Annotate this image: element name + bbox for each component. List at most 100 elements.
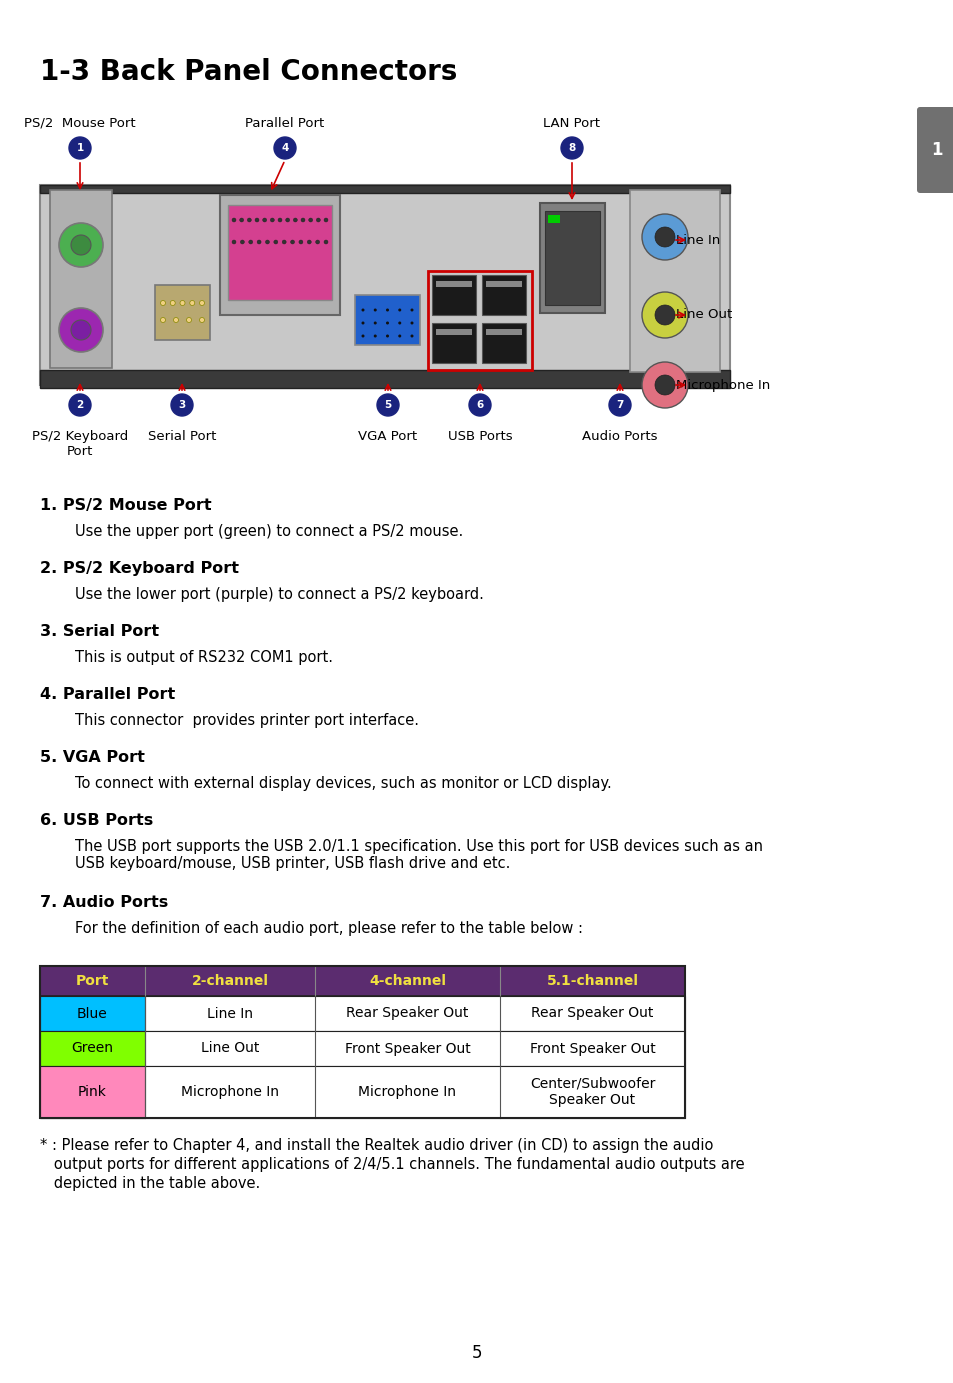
- Circle shape: [361, 335, 364, 337]
- Bar: [50, 189, 112, 368]
- Bar: [544, 212, 599, 306]
- Circle shape: [274, 241, 277, 243]
- Circle shape: [608, 394, 630, 416]
- Text: To connect with external display devices, such as monitor or LCD display.: To connect with external display devices…: [75, 776, 611, 791]
- Bar: [40, 371, 729, 389]
- Circle shape: [240, 241, 244, 243]
- Text: 2: 2: [76, 400, 84, 409]
- Text: Use the lower port (purple) to connect a PS/2 keyboard.: Use the lower port (purple) to connect a…: [75, 586, 483, 602]
- Circle shape: [247, 219, 251, 223]
- Circle shape: [256, 241, 261, 243]
- Bar: [40, 1030, 145, 1066]
- Circle shape: [249, 241, 253, 243]
- Text: 2-channel: 2-channel: [192, 974, 268, 987]
- Circle shape: [69, 394, 91, 416]
- Circle shape: [397, 335, 401, 337]
- Bar: [40, 1066, 145, 1117]
- Text: 5: 5: [471, 1344, 482, 1362]
- Text: 4-channel: 4-channel: [369, 974, 446, 987]
- Text: For the definition of each audio port, please refer to the table below :: For the definition of each audio port, p…: [75, 921, 582, 936]
- Circle shape: [232, 241, 235, 243]
- Bar: [481, 324, 525, 362]
- Circle shape: [410, 308, 413, 311]
- Text: PS/2  Mouse Port: PS/2 Mouse Port: [24, 118, 135, 130]
- Circle shape: [239, 219, 243, 223]
- Bar: [228, 205, 332, 300]
- Circle shape: [307, 241, 311, 243]
- Circle shape: [374, 321, 376, 325]
- Circle shape: [59, 308, 103, 353]
- Circle shape: [386, 321, 389, 325]
- Text: 1-3 Back Panel Connectors: 1-3 Back Panel Connectors: [40, 58, 456, 86]
- Bar: [436, 329, 472, 335]
- Circle shape: [160, 318, 165, 322]
- Text: Green: Green: [71, 1041, 113, 1055]
- Circle shape: [386, 308, 389, 311]
- Text: 4: 4: [281, 142, 289, 154]
- Circle shape: [71, 319, 91, 340]
- Circle shape: [282, 241, 286, 243]
- Bar: [40, 996, 145, 1030]
- Bar: [40, 965, 684, 1117]
- Text: depicted in the table above.: depicted in the table above.: [40, 1176, 260, 1191]
- Bar: [485, 281, 521, 288]
- Circle shape: [641, 362, 687, 408]
- Text: 3. Serial Port: 3. Serial Port: [40, 624, 159, 639]
- Bar: [40, 1066, 684, 1117]
- Circle shape: [293, 219, 297, 223]
- Circle shape: [270, 219, 274, 223]
- Text: USB Ports: USB Ports: [447, 430, 512, 443]
- Circle shape: [324, 219, 328, 223]
- Bar: [40, 996, 684, 1030]
- Text: Blue: Blue: [77, 1007, 108, 1021]
- Text: output ports for different applications of 2/4/5.1 channels. The fundamental aud: output ports for different applications …: [40, 1158, 744, 1171]
- Bar: [40, 1030, 684, 1066]
- Bar: [481, 275, 525, 315]
- Text: Line In: Line In: [676, 234, 720, 246]
- Circle shape: [170, 300, 175, 306]
- Circle shape: [309, 219, 313, 223]
- Text: Front Speaker Out: Front Speaker Out: [344, 1041, 470, 1055]
- Circle shape: [641, 214, 687, 260]
- Text: 7. Audio Ports: 7. Audio Ports: [40, 895, 168, 910]
- Circle shape: [316, 219, 320, 223]
- Text: LAN Port: LAN Port: [543, 118, 599, 130]
- Text: 6. USB Ports: 6. USB Ports: [40, 813, 153, 828]
- Circle shape: [655, 375, 675, 396]
- Circle shape: [160, 300, 165, 306]
- Text: Line Out: Line Out: [200, 1041, 259, 1055]
- Circle shape: [560, 137, 582, 159]
- Circle shape: [301, 219, 305, 223]
- Text: Use the upper port (green) to connect a PS/2 mouse.: Use the upper port (green) to connect a …: [75, 524, 463, 539]
- Circle shape: [199, 318, 204, 322]
- Text: Microphone In: Microphone In: [676, 379, 769, 391]
- Text: Rear Speaker Out: Rear Speaker Out: [346, 1007, 468, 1021]
- Bar: [428, 271, 532, 371]
- Circle shape: [186, 318, 192, 322]
- Circle shape: [361, 321, 364, 325]
- Text: 1: 1: [930, 141, 942, 159]
- Text: 4. Parallel Port: 4. Parallel Port: [40, 687, 175, 703]
- Text: 5.1-channel: 5.1-channel: [546, 974, 638, 987]
- Bar: [220, 195, 339, 315]
- Circle shape: [298, 241, 303, 243]
- Text: Line Out: Line Out: [676, 308, 732, 321]
- Text: This connector  provides printer port interface.: This connector provides printer port int…: [75, 714, 418, 727]
- Bar: [40, 965, 684, 996]
- Circle shape: [324, 241, 328, 243]
- Text: 2. PS/2 Keyboard Port: 2. PS/2 Keyboard Port: [40, 561, 239, 575]
- Circle shape: [641, 292, 687, 337]
- Text: Serial Port: Serial Port: [148, 430, 216, 443]
- Bar: [154, 285, 210, 340]
- Text: PS/2 Keyboard
Port: PS/2 Keyboard Port: [31, 430, 128, 458]
- Circle shape: [285, 219, 290, 223]
- Circle shape: [655, 306, 675, 325]
- Circle shape: [469, 394, 491, 416]
- Text: Rear Speaker Out: Rear Speaker Out: [531, 1007, 653, 1021]
- Text: Port: Port: [75, 974, 109, 987]
- Circle shape: [410, 321, 413, 325]
- Bar: [40, 185, 729, 194]
- Text: This is output of RS232 COM1 port.: This is output of RS232 COM1 port.: [75, 650, 333, 665]
- Bar: [539, 203, 604, 313]
- Text: 5: 5: [384, 400, 392, 409]
